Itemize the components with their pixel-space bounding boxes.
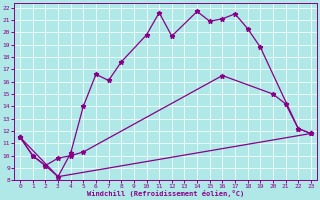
X-axis label: Windchill (Refroidissement éolien,°C): Windchill (Refroidissement éolien,°C) xyxy=(87,190,244,197)
